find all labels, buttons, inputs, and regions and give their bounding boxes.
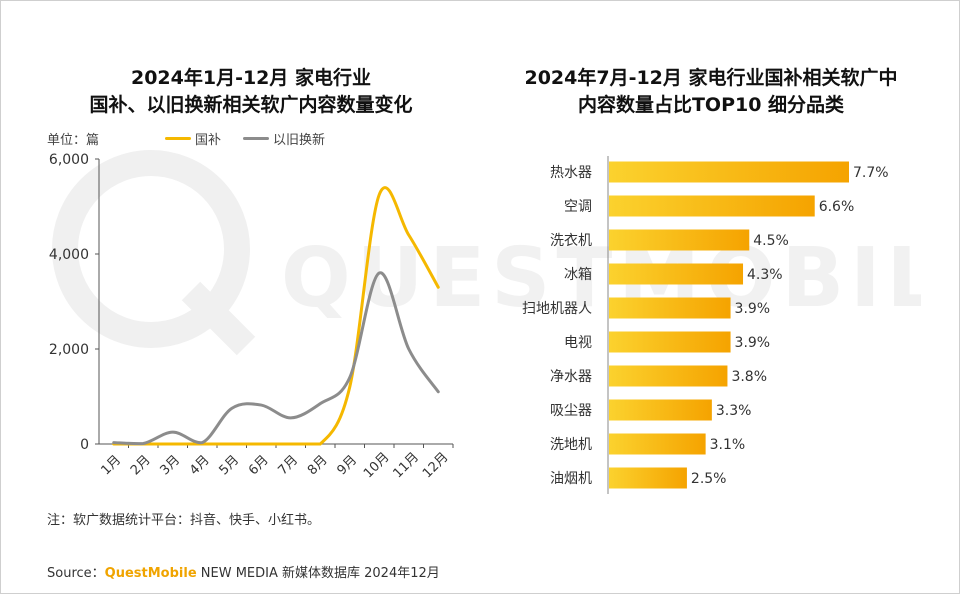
bar-value-label: 2.5% bbox=[691, 471, 727, 487]
right-chart-title: 2024年7月-12月 家电行业国补相关软广中 内容数量占比TOP10 细分品类 bbox=[481, 65, 941, 119]
legend-label-yijiu: 以旧换新 bbox=[273, 133, 326, 148]
bar-value-label: 3.9% bbox=[735, 335, 771, 351]
bar-chart: 热水器 7.7% 空调 6.6% 洗衣机 4.5% 冰箱 4.3% 扫地机器人 3.9% 电视 3.9… bbox=[522, 156, 889, 494]
bar-category-label: 洗地机 bbox=[550, 437, 592, 453]
bar bbox=[609, 161, 849, 183]
source-line: Source：QuestMobile NEW MEDIA 新媒体数据库 2024… bbox=[47, 562, 440, 581]
left-title-line1: 2024年1月-12月 家电行业 bbox=[130, 67, 372, 89]
bar bbox=[609, 399, 712, 421]
bar-value-label: 4.3% bbox=[747, 267, 783, 283]
bar-category-label: 热水器 bbox=[550, 165, 592, 181]
line-chart: 0 2,000 4,000 6,000 1月 2月 3月 4月 5月 6月 7月 8月 9月 10月11月… bbox=[49, 152, 454, 481]
bar-category-label: 冰箱 bbox=[564, 267, 592, 283]
bar bbox=[609, 467, 687, 489]
right-title-line2: 内容数量占比TOP10 细分品类 bbox=[577, 94, 845, 116]
bar-value-label: 3.3% bbox=[716, 403, 752, 419]
x-tick-label: 3月 bbox=[157, 453, 183, 479]
bar bbox=[609, 365, 728, 387]
bar bbox=[609, 297, 731, 319]
x-tick-label: 12月 bbox=[420, 450, 451, 481]
bar-category-label: 吸尘器 bbox=[550, 403, 592, 419]
left-title-line2: 国补、以旧换新相关软广内容数量变化 bbox=[89, 94, 413, 116]
bar-value-label: 3.9% bbox=[735, 301, 771, 317]
bar bbox=[609, 433, 706, 455]
bar-category-label: 净水器 bbox=[550, 369, 592, 385]
legend-label-guobu: 国补 bbox=[195, 133, 222, 148]
bar-category-label: 油烟机 bbox=[550, 471, 592, 487]
bar-value-label: 3.8% bbox=[731, 369, 767, 385]
watermark-logo-icon bbox=[52, 150, 256, 356]
source-brand: QuestMobile bbox=[104, 566, 197, 581]
x-tick-label: 5月 bbox=[216, 453, 242, 479]
bar-value-label: 3.1% bbox=[710, 437, 746, 453]
bar-category-label: 空调 bbox=[564, 199, 592, 215]
watermark-text: QUESTMOBILE bbox=[281, 231, 921, 326]
legend-swatch-guobu bbox=[165, 137, 191, 140]
legend-swatch-yijiu bbox=[243, 137, 269, 140]
watermark: QUESTMOBILE bbox=[52, 150, 921, 356]
legend-item-yijiu: 以旧换新 bbox=[243, 129, 325, 148]
x-tick-label: 8月 bbox=[305, 453, 331, 479]
series-line-yijiu bbox=[112, 271, 440, 446]
bar-value-label: 7.7% bbox=[853, 165, 889, 181]
x-tick-label: 9月 bbox=[334, 453, 360, 479]
x-tick-label: 4月 bbox=[187, 453, 213, 479]
x-tick-label: 6月 bbox=[246, 453, 272, 479]
x-tick-label: 1月 bbox=[98, 453, 124, 479]
source-label: Source： bbox=[47, 566, 105, 581]
bar-category-label: 扫地机器人 bbox=[522, 301, 592, 317]
bar bbox=[609, 263, 744, 285]
x-tick-label: 7月 bbox=[275, 453, 301, 479]
bar-value-label: 4.5% bbox=[753, 233, 789, 249]
bar bbox=[609, 195, 815, 217]
y-tick-label: 0 bbox=[80, 437, 89, 453]
y-tick-label: 4,000 bbox=[49, 247, 89, 263]
footnote: 注：软广数据统计平台：抖音、快手、小红书。 bbox=[47, 513, 321, 528]
y-tick-label: 2,000 bbox=[49, 342, 89, 358]
bar-value-label: 6.6% bbox=[819, 199, 855, 215]
bar-category-label: 电视 bbox=[564, 335, 592, 351]
right-title-line1: 2024年7月-12月 家电行业国补相关软广中 bbox=[524, 67, 898, 89]
legend-item-guobu: 国补 bbox=[165, 129, 221, 148]
y-tick-label: 6,000 bbox=[49, 152, 89, 168]
bar bbox=[609, 331, 731, 353]
source-rest: NEW MEDIA 新媒体数据库 2024年12月 bbox=[196, 566, 440, 581]
unit-label: 单位：篇 bbox=[47, 133, 100, 148]
series-line-guobu bbox=[112, 186, 440, 446]
x-tick-label: 2月 bbox=[128, 453, 154, 479]
bar bbox=[609, 229, 750, 251]
x-tick-label: 10月 bbox=[361, 450, 392, 481]
x-tick-label: 11月 bbox=[391, 450, 422, 481]
bar-category-label: 洗衣机 bbox=[550, 233, 592, 249]
left-chart-title: 2024年1月-12月 家电行业 国补、以旧换新相关软广内容数量变化 bbox=[41, 65, 461, 119]
